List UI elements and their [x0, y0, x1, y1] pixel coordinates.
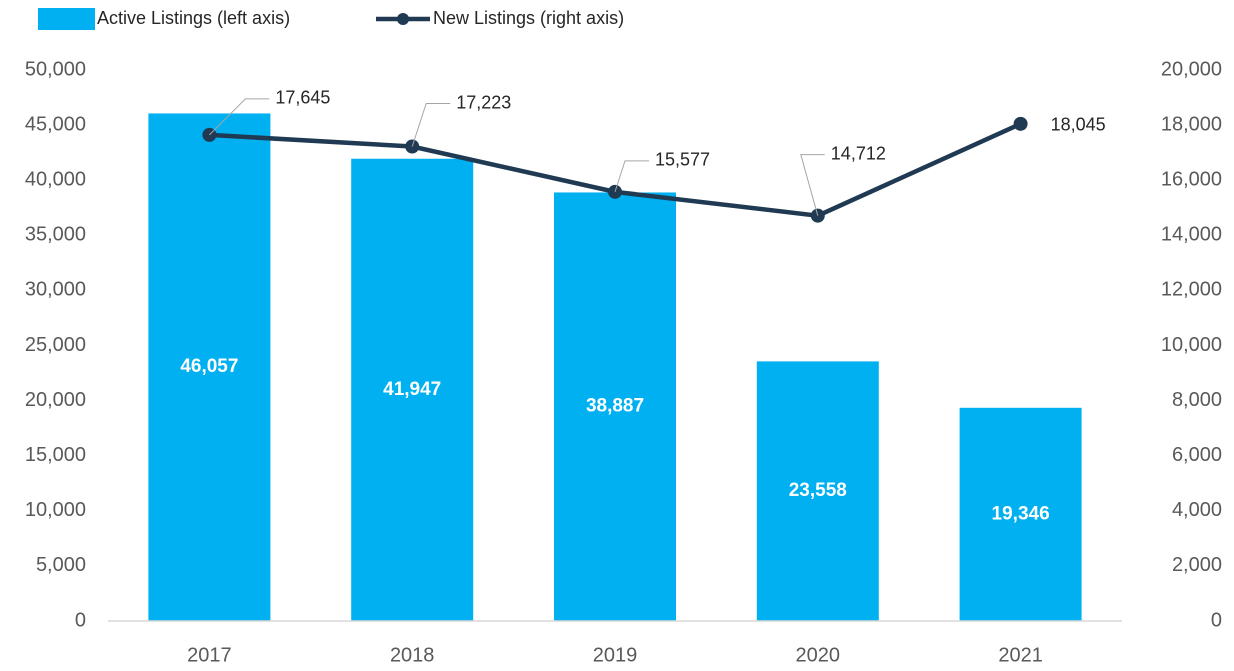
y2-tick-label: 14,000	[1161, 224, 1222, 246]
y2-tick-label: 6,000	[1172, 444, 1222, 466]
line-value-label: 17,223	[456, 92, 511, 112]
legend-label: Active Listings (left axis)	[97, 8, 290, 28]
leader-line	[800, 154, 825, 216]
legend-label: New Listings (right axis)	[433, 8, 624, 28]
leader-line	[614, 160, 649, 193]
bar	[959, 407, 1082, 621]
line-value-label: 17,645	[275, 88, 330, 108]
y-tick-label: 25,000	[25, 334, 86, 356]
x-tick-label: 2020	[796, 644, 841, 666]
leader-line	[411, 103, 451, 147]
bar	[351, 158, 474, 621]
y-tick-label: 35,000	[25, 224, 86, 246]
y-tick-label: 5,000	[36, 554, 86, 576]
line-value-label: 14,712	[831, 143, 886, 163]
y2-tick-label: 10,000	[1161, 334, 1222, 356]
legend-marker	[397, 13, 409, 25]
line-marker	[1013, 116, 1028, 131]
y2-tick-label: 16,000	[1161, 168, 1222, 190]
y2-tick-label: 12,000	[1161, 279, 1222, 301]
line-value-label: 18,045	[1051, 115, 1106, 135]
y2-tick-label: 2,000	[1172, 554, 1222, 576]
bar-value-label: 46,057	[180, 356, 238, 377]
x-tick-label: 2018	[390, 644, 435, 666]
bar-value-label: 41,947	[383, 379, 441, 400]
y-tick-label: 30,000	[25, 279, 86, 301]
y-tick-label: 15,000	[25, 444, 86, 466]
y2-tick-label: 18,000	[1161, 113, 1222, 135]
y-tick-label: 40,000	[25, 168, 86, 190]
bar	[148, 113, 271, 622]
bar-value-label: 38,887	[586, 396, 644, 417]
bar	[554, 192, 676, 621]
y-tick-label: 50,000	[25, 58, 86, 80]
legend-swatch	[38, 8, 95, 30]
y-tick-label: 10,000	[25, 499, 86, 521]
x-tick-label: 2019	[593, 644, 638, 666]
y2-tick-label: 0	[1211, 609, 1222, 631]
line-value-label: 15,577	[655, 150, 710, 170]
y2-tick-label: 20,000	[1161, 58, 1222, 80]
y2-tick-label: 4,000	[1172, 499, 1222, 521]
bar-value-label: 23,558	[789, 480, 847, 501]
bar	[756, 361, 879, 621]
y2-tick-label: 8,000	[1172, 389, 1222, 411]
y-tick-label: 20,000	[25, 389, 86, 411]
bar-value-label: 19,346	[992, 503, 1050, 524]
x-tick-label: 2021	[998, 644, 1043, 666]
x-tick-label: 2017	[187, 644, 232, 666]
y-tick-label: 0	[75, 609, 86, 631]
y-tick-label: 45,000	[25, 113, 86, 135]
leader-line	[209, 98, 270, 136]
